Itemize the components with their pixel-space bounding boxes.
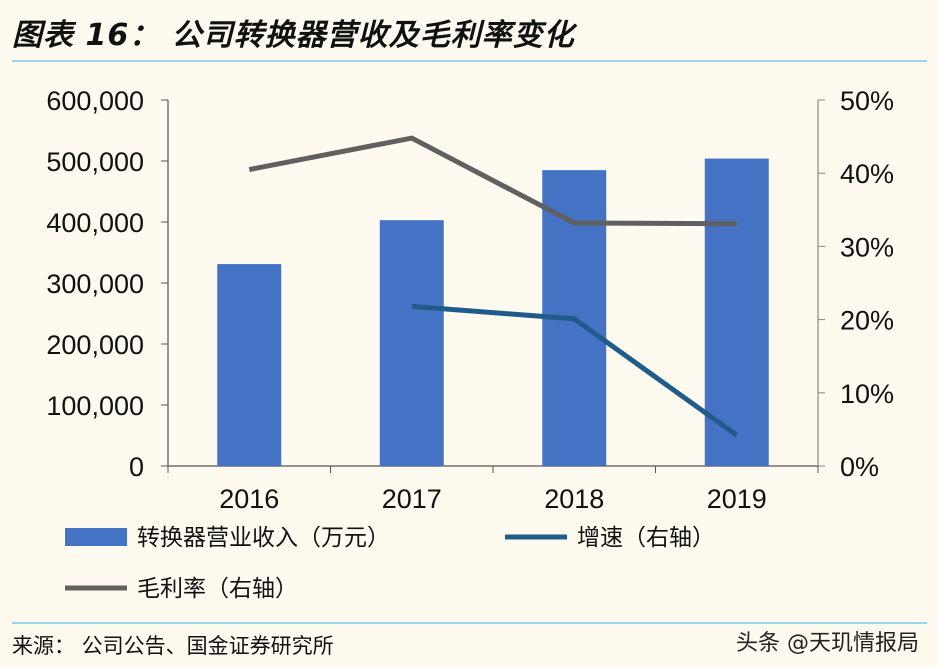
left-tick-label: 500,000 xyxy=(46,147,144,177)
right-tick-label: 10% xyxy=(840,379,894,409)
x-tick-label: 2019 xyxy=(707,484,767,514)
line-series-2 xyxy=(248,135,737,227)
title-divider xyxy=(12,60,927,62)
right-tick-label: 50% xyxy=(840,86,894,116)
chart: 0 100,000 200,000 300,000 400,000 500,000 600,… xyxy=(46,86,894,602)
legend-swatch-bar xyxy=(65,528,127,546)
source-note: 来源： 公司公告、国金证券研究所 xyxy=(12,634,334,658)
right-tick-label: 0% xyxy=(840,452,879,482)
left-tick-label: 100,000 xyxy=(46,391,144,421)
bar-2016 xyxy=(217,264,282,466)
left-tick-label: 600,000 xyxy=(46,86,144,116)
figure-title: 图表 16： 公司转换器营收及毛利率变化 xyxy=(12,18,575,53)
right-tick-label: 20% xyxy=(840,306,894,336)
right-tick-label: 40% xyxy=(840,159,894,189)
x-tick-label: 2018 xyxy=(544,484,604,514)
watermark: 头条 @天玑情报局 xyxy=(736,631,919,656)
x-tick-label: 2017 xyxy=(382,484,442,514)
left-tick-label: 400,000 xyxy=(46,208,144,238)
left-tick-label: 0 xyxy=(129,452,144,482)
x-tick-label: 2016 xyxy=(219,484,279,514)
footer-divider xyxy=(12,622,927,624)
legend-label: 毛利率（右轴） xyxy=(137,576,298,602)
bar-2019 xyxy=(704,158,769,466)
right-tick-label: 30% xyxy=(840,232,894,262)
left-tick-label: 300,000 xyxy=(46,269,144,299)
bar-2017 xyxy=(379,220,444,466)
legend-label: 转换器营业收入（万元） xyxy=(137,525,390,551)
legend-label: 增速（右轴） xyxy=(577,525,715,551)
left-tick-label: 200,000 xyxy=(46,330,144,360)
